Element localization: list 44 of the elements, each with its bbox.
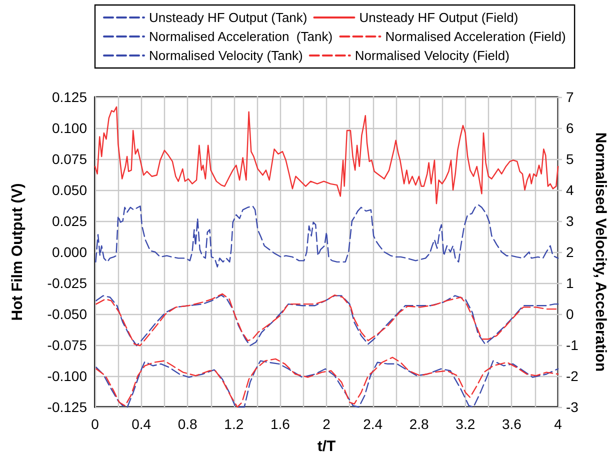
y-tick-label: 0.000 [52, 244, 88, 260]
y2-tick-label: 4 [566, 182, 574, 198]
x-tick-label: 0.4 [132, 416, 152, 432]
y2-tick-label: 2 [566, 244, 574, 260]
y2-tick-label: -2 [566, 368, 579, 384]
y2-tick-label: -1 [566, 337, 579, 353]
x-tick-label: 0.8 [178, 416, 198, 432]
y-tick-label: -0.100 [47, 368, 88, 384]
y2-tick-label: 0 [566, 306, 574, 322]
y2-axis-title: Normalised Velocity, Acceleration [592, 132, 609, 372]
x-axis-title: t/T [317, 438, 336, 455]
y-axis-title: Hot Film Output (V) [9, 183, 26, 321]
x-tick-label: 3.2 [456, 416, 476, 432]
y-tick-label: 0.025 [52, 213, 88, 229]
y-tick-label: 0.075 [52, 151, 88, 167]
x-tick-label: 2.8 [409, 416, 430, 432]
legend-label: Normalised Acceleration (Field) [385, 29, 566, 44]
legend-label: Unsteady HF Output (Field) [359, 10, 518, 25]
y-tick-label: -0.075 [47, 337, 88, 353]
legend-label: Normalised Velocity (Field) [354, 48, 510, 63]
y-tick-label: 0.050 [52, 182, 88, 198]
y2-tick-label: 7 [566, 89, 574, 105]
x-tick-label: 2.4 [363, 416, 383, 432]
y-tick-label: -0.025 [47, 275, 88, 291]
x-tick-label: 0 [91, 416, 100, 432]
y-tick-label: -0.125 [47, 399, 88, 415]
x-tick-label: 4 [554, 416, 562, 432]
legend-label: Unsteady HF Output (Tank) [149, 10, 308, 25]
y2-tick-label: 6 [566, 120, 574, 136]
x-tick-label: 3.6 [502, 416, 522, 432]
y2-tick-label: 5 [566, 151, 574, 167]
y2-tick-label: 3 [566, 213, 574, 229]
x-tick-label: 2 [322, 416, 331, 432]
y2-tick-label: 1 [566, 275, 574, 291]
x-tick-label: 1.2 [224, 416, 244, 432]
legend-label: Normalised Velocity (Tank) [149, 48, 303, 63]
x-tick-label: 1.6 [270, 416, 290, 432]
y-tick-label: 0.100 [52, 120, 88, 136]
line-series [95, 204, 559, 268]
y2-tick-label: -3 [566, 399, 579, 415]
line-series [94, 106, 559, 204]
y-tick-label: -0.050 [47, 306, 88, 322]
legend-label: Normalised Acceleration (Tank) [149, 29, 333, 44]
y-tick-label: 0.125 [52, 89, 88, 105]
